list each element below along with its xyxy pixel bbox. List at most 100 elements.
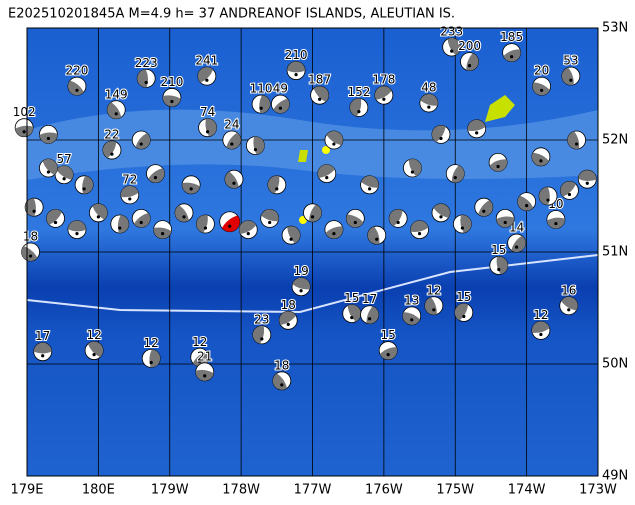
beachball-axis	[259, 106, 263, 110]
depth-label: 223	[135, 56, 158, 70]
beachball-axis	[318, 97, 322, 101]
beachball-axis	[278, 106, 282, 110]
beachball	[374, 85, 394, 105]
lon-tick-label: 178W	[222, 483, 260, 498]
lon-tick-label: 179E	[10, 483, 43, 498]
lon-tick-label: 176W	[365, 483, 403, 498]
beachball	[424, 296, 444, 316]
beachball-axis	[53, 220, 58, 225]
beachball	[21, 242, 40, 262]
beachball-compression	[317, 164, 335, 178]
beachball-compression	[67, 220, 86, 232]
beachball	[402, 306, 422, 326]
depth-label: 15	[491, 243, 506, 257]
beachball-compression	[102, 141, 117, 158]
depth-label: 12	[144, 336, 159, 350]
beachball	[286, 61, 306, 80]
beachball-axis	[170, 99, 174, 104]
beachball	[349, 98, 369, 117]
beachball-compression	[326, 131, 343, 146]
beachball-axis	[539, 159, 543, 163]
beachball-axis	[567, 308, 571, 312]
beachball-compression	[578, 170, 597, 182]
depth-label: 200	[458, 39, 481, 53]
beachball-axis	[439, 215, 443, 219]
beachball-axis	[460, 226, 464, 230]
beachball	[442, 37, 462, 57]
beachball-compression	[361, 175, 379, 188]
beachball-compression	[92, 203, 108, 220]
beachball-compression	[87, 341, 104, 358]
beachball	[517, 192, 537, 212]
beachball-compression	[107, 102, 122, 119]
beachball-compression	[261, 209, 279, 222]
beachball	[360, 305, 380, 325]
beachball-axis	[417, 232, 422, 236]
beachball-axis	[475, 131, 479, 135]
depth-label: 102	[13, 105, 36, 119]
beachball-axis	[515, 245, 519, 249]
beachball-axis	[450, 49, 454, 53]
depth-label: 22	[104, 128, 119, 142]
beachball-axis	[144, 80, 148, 85]
beachball-axis	[386, 353, 390, 357]
depth-label: 12	[533, 308, 548, 322]
beachball	[74, 175, 94, 195]
depth-label: 233	[440, 25, 463, 39]
beachball-axis	[427, 105, 431, 109]
beachball	[532, 76, 552, 96]
beachball	[388, 208, 408, 228]
depth-label: 48	[421, 81, 436, 95]
beachball-axis	[139, 220, 143, 225]
beachball-compression	[511, 235, 526, 252]
beachball	[452, 214, 472, 234]
depth-label: 12	[86, 328, 101, 342]
depth-label: 12	[426, 283, 441, 297]
beachball-axis	[569, 78, 573, 82]
beachball	[560, 180, 579, 200]
depth-label: 12	[192, 335, 207, 349]
lat-tick-label: 52N	[602, 133, 628, 148]
beachball-axis	[22, 130, 26, 134]
beachball	[219, 211, 241, 233]
beachball-axis	[203, 226, 208, 230]
depth-label: 187	[308, 73, 331, 87]
beachball-axis	[467, 64, 472, 68]
beachball	[102, 140, 122, 160]
beachball-axis	[453, 176, 457, 180]
beachball-axis	[510, 55, 514, 59]
beachball	[260, 208, 280, 228]
beachball-compression	[42, 159, 58, 175]
lat-tick-label: 53N	[602, 21, 628, 36]
beachball-axis	[75, 232, 79, 236]
beachball-axis	[228, 224, 232, 228]
beachball-compression	[420, 94, 438, 106]
depth-label: 16	[561, 283, 576, 297]
beachball-axis	[375, 237, 379, 241]
beachball-axis	[280, 383, 284, 387]
beachball	[251, 94, 271, 114]
beachball-axis	[153, 176, 158, 180]
beachball	[33, 342, 53, 362]
beachball-compression	[561, 296, 578, 311]
beachball-axis	[432, 308, 436, 312]
depth-label: 20	[534, 64, 549, 78]
depth-label: 21	[197, 349, 212, 363]
depth-label: 15	[456, 290, 471, 304]
depth-label: 53	[563, 54, 578, 68]
beachball-compression	[279, 311, 296, 325]
beachball-compression	[454, 303, 469, 321]
beachball-compression	[197, 67, 214, 83]
beachball-compression	[431, 125, 446, 143]
beachball	[238, 220, 258, 240]
beachball-axis	[232, 181, 236, 185]
beachball-axis	[310, 215, 315, 219]
lat-tick-label: 50N	[602, 357, 628, 372]
beachball-axis	[382, 97, 386, 101]
beachball-axis	[203, 374, 207, 378]
beachball-axis	[368, 187, 372, 191]
beachball-axis	[114, 112, 118, 116]
beachball-axis	[286, 322, 290, 326]
depth-label: 13	[404, 293, 419, 307]
beachball	[106, 100, 126, 120]
